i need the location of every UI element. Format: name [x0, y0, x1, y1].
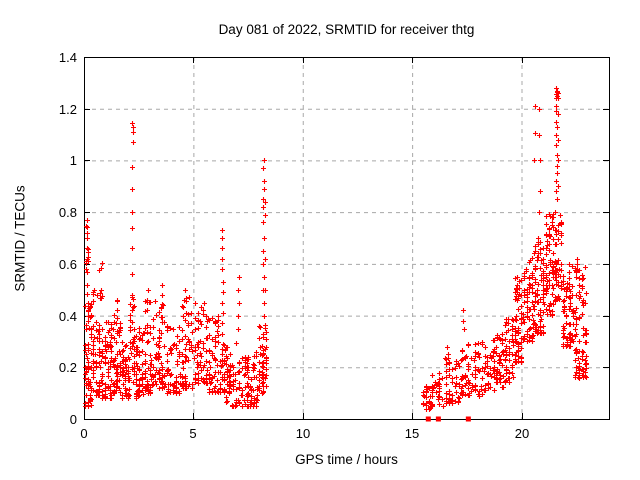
x-tick-label: 20 — [514, 426, 530, 441]
axis-frame — [84, 57, 610, 420]
y-tick-label: 1.2 — [58, 102, 77, 117]
x-tick-label: 15 — [404, 426, 420, 441]
y-tick-label: 0.2 — [58, 360, 77, 375]
gridlines — [84, 57, 609, 419]
x-tick-label: 5 — [189, 426, 197, 441]
y-tick-label: 1.4 — [58, 50, 77, 65]
x-tick-label: 0 — [80, 426, 88, 441]
y-tick-label: 1 — [69, 153, 77, 168]
x-tick-label: 10 — [295, 426, 311, 441]
x-axis-label: GPS time / hours — [295, 452, 398, 467]
zero-value-marker — [465, 416, 471, 422]
y-tick-label: 0 — [69, 412, 77, 427]
zero-value-marker — [435, 416, 441, 422]
y-tick-label: 0.8 — [58, 205, 77, 220]
zero-value-marker — [425, 416, 431, 422]
scatter-points — [83, 86, 589, 422]
y-tick-label: 0.6 — [58, 257, 77, 272]
y-tick-label: 0.4 — [58, 309, 77, 324]
chart-title: Day 081 of 2022, SRMTID for receiver tht… — [218, 22, 475, 37]
